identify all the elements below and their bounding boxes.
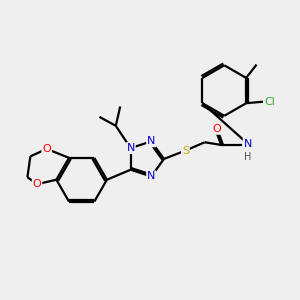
Text: Cl: Cl	[264, 97, 275, 107]
Text: O: O	[213, 124, 221, 134]
Text: S: S	[182, 146, 189, 156]
Text: N: N	[147, 171, 155, 182]
Text: N: N	[126, 143, 135, 153]
Text: H: H	[244, 152, 251, 161]
Text: O: O	[33, 179, 41, 189]
Text: N: N	[244, 139, 252, 149]
Text: N: N	[147, 136, 155, 146]
Text: O: O	[42, 144, 51, 154]
